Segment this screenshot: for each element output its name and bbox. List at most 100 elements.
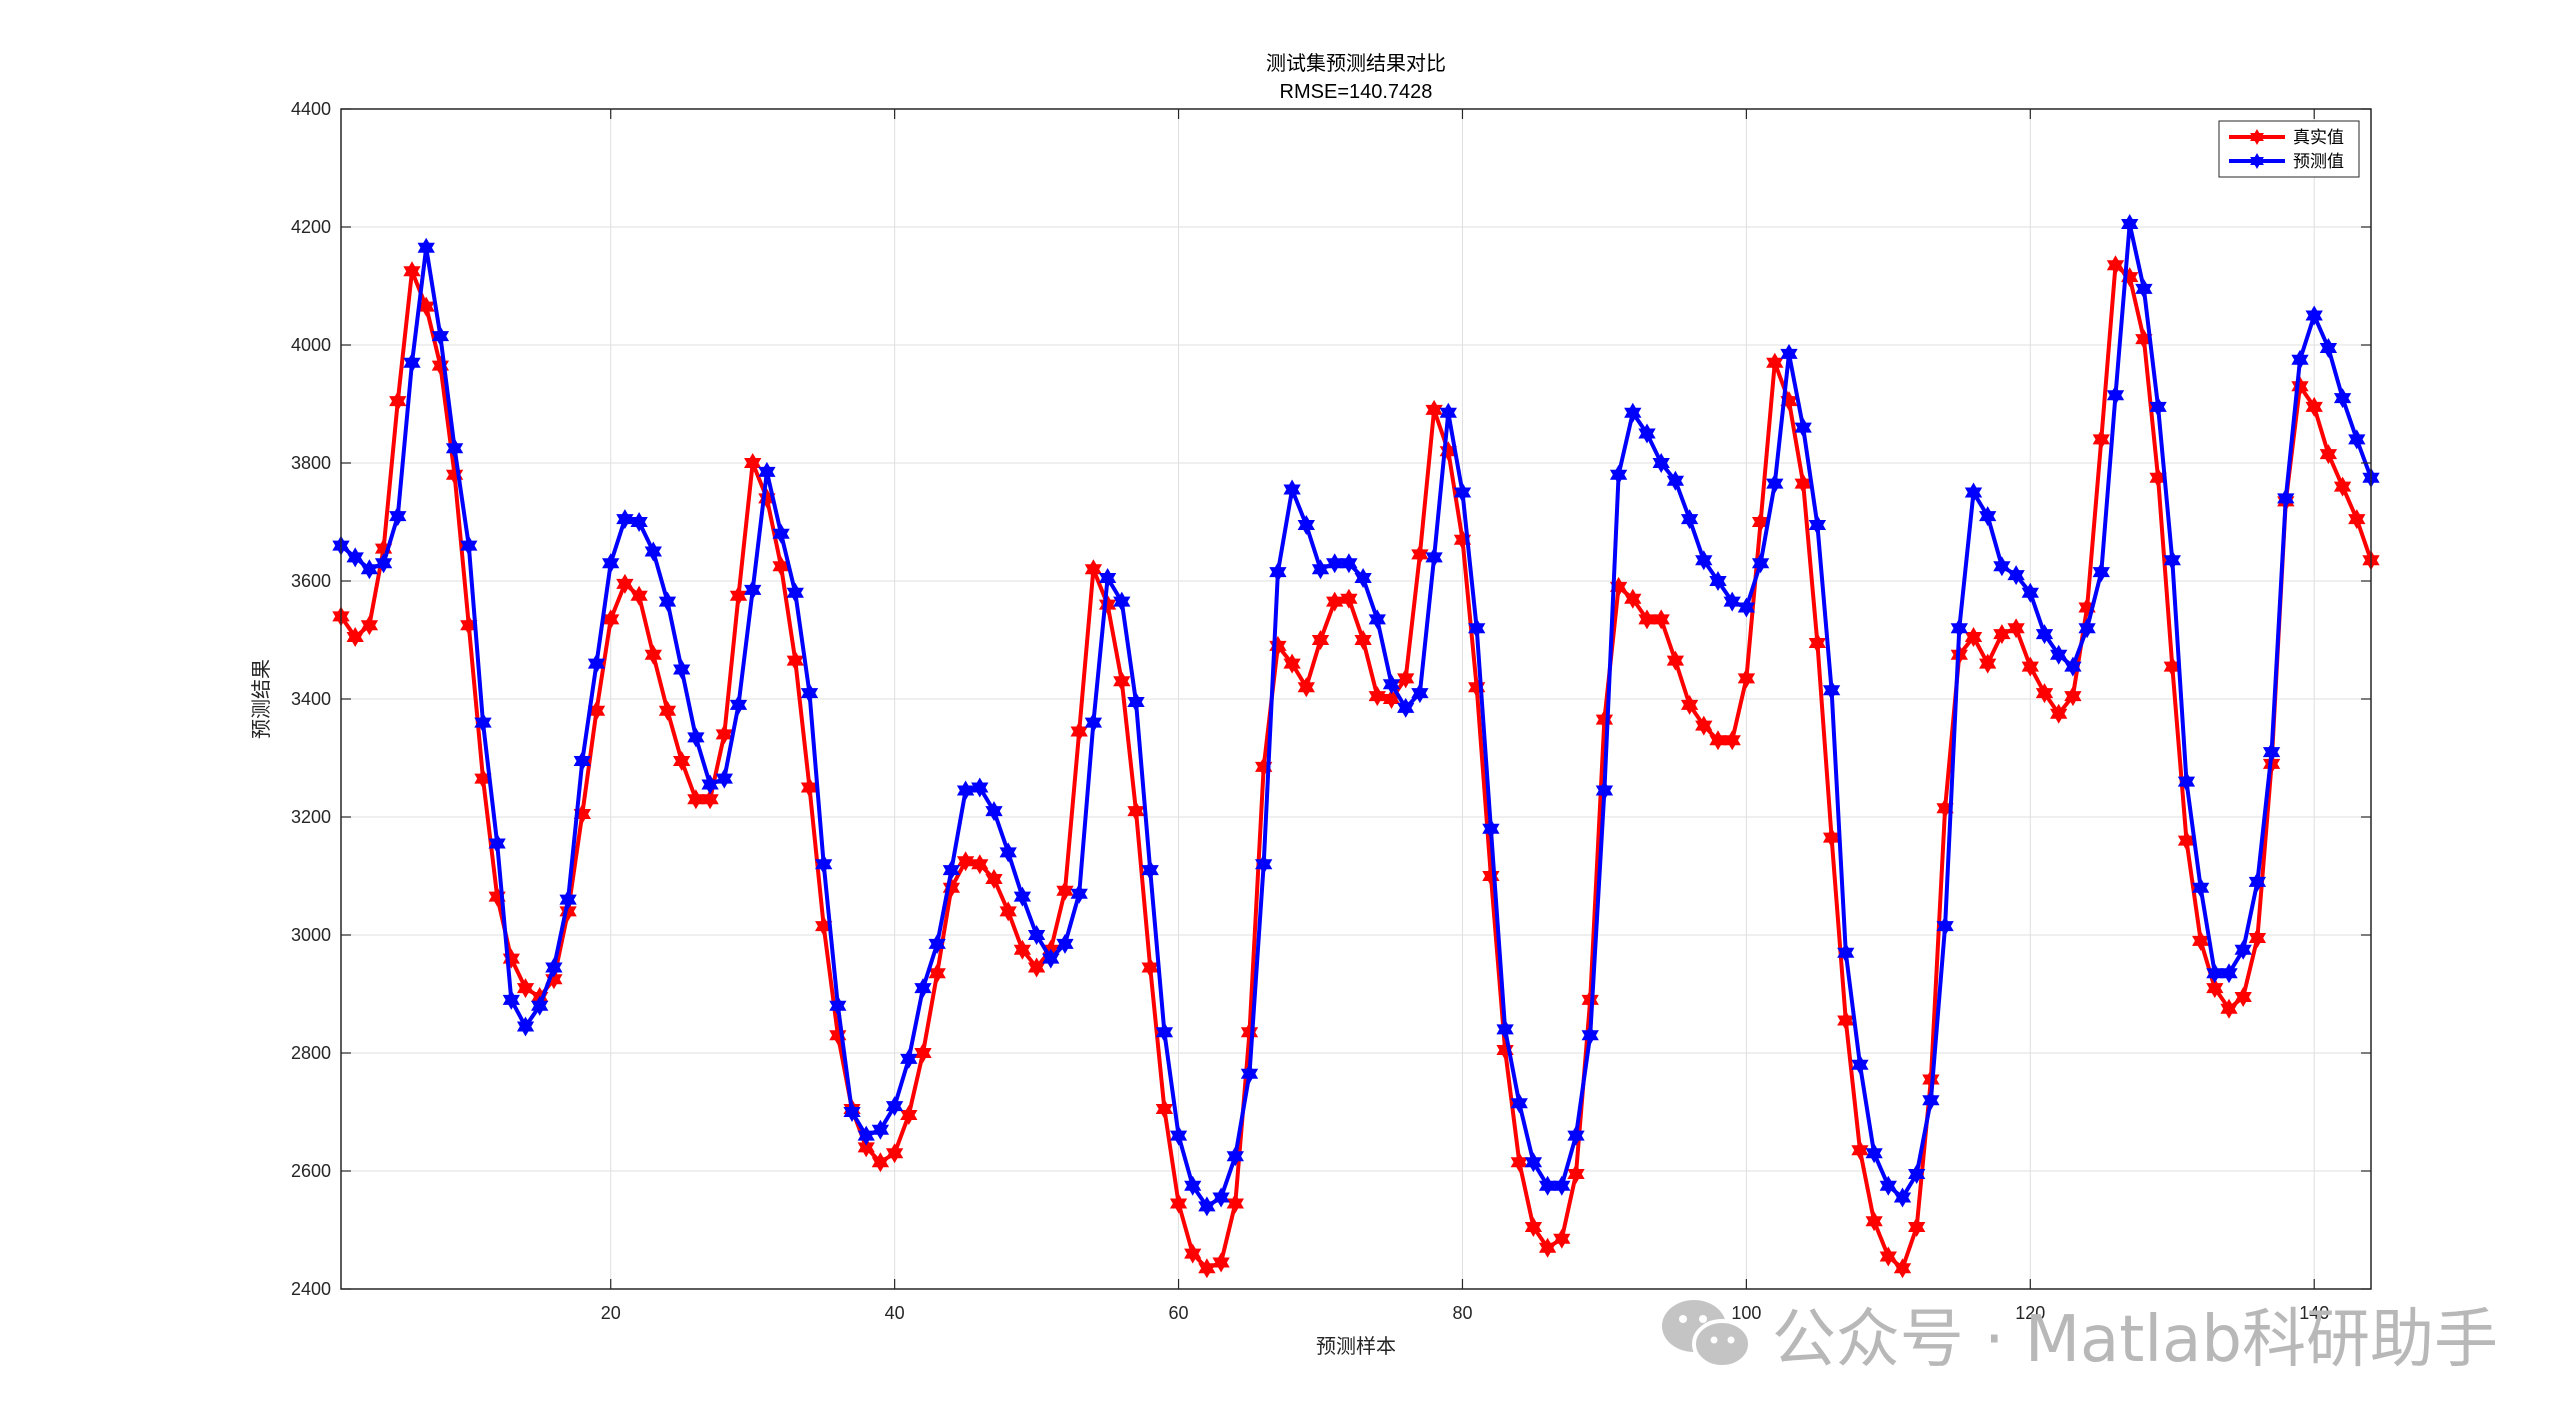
marker-triangle — [2333, 481, 2352, 497]
data-point — [1297, 515, 1315, 535]
data-point — [1851, 1054, 1869, 1075]
marker-triangle — [1198, 1201, 1216, 1217]
data-point — [488, 833, 506, 854]
data-point — [2234, 987, 2252, 1007]
data-point — [2305, 396, 2323, 417]
data-point — [1851, 1140, 1869, 1161]
data-point — [1226, 1146, 1244, 1167]
data-point — [1368, 609, 1386, 630]
marker-triangle — [2106, 390, 2125, 406]
marker-triangle — [1354, 635, 1372, 650]
marker-triangle — [999, 847, 1017, 863]
y-axis-label: 预测结果 — [249, 659, 273, 739]
marker-triangle — [1908, 1169, 1926, 1184]
data-point — [1269, 562, 1287, 583]
data-point — [587, 653, 606, 674]
marker-triangle — [488, 838, 506, 854]
x-tick-label: 100 — [1731, 1303, 1761, 1323]
marker-triangle — [2092, 434, 2110, 450]
data-point — [1666, 470, 1685, 491]
marker-triangle — [2007, 623, 2025, 639]
data-point — [389, 391, 407, 412]
marker-triangle — [1553, 1233, 1571, 1249]
data-point — [1042, 948, 1060, 969]
data-point — [786, 582, 804, 603]
marker-triangle — [985, 874, 1003, 889]
marker-triangle — [1822, 832, 1841, 848]
marker-triangle — [2163, 661, 2181, 677]
data-point — [2277, 488, 2295, 509]
data-point — [1822, 827, 1841, 848]
data-point — [1737, 597, 1756, 618]
marker-triangle — [2305, 310, 2323, 326]
marker-triangle — [1979, 511, 1997, 527]
data-point — [1453, 482, 1472, 503]
marker-triangle — [1993, 561, 2011, 577]
y-tick-label: 2800 — [291, 1043, 331, 1063]
marker-triangle — [729, 590, 748, 606]
marker-triangle — [857, 1130, 875, 1146]
data-point — [1595, 780, 1614, 801]
data-point — [1326, 553, 1344, 574]
marker-triangle — [559, 894, 577, 910]
data-point — [1865, 1211, 1883, 1232]
data-point — [701, 774, 719, 795]
marker-triangle — [1680, 514, 1699, 530]
marker-triangle — [1879, 1180, 1897, 1196]
data-point — [1468, 618, 1486, 639]
marker-triangle — [1013, 891, 1032, 907]
data-point — [1113, 591, 1131, 612]
data-point — [2262, 742, 2281, 763]
data-point — [2121, 214, 2139, 234]
data-point — [346, 547, 364, 568]
chart-title: 测试集预测结果对比 — [1266, 51, 1446, 75]
marker-triangle — [999, 906, 1017, 922]
y-tick-label: 3200 — [291, 807, 331, 827]
marker-triangle — [658, 596, 677, 612]
marker-triangle — [2262, 747, 2281, 763]
marker-triangle — [2206, 983, 2224, 999]
marker-triangle — [1652, 458, 1670, 473]
data-point — [1510, 1093, 1528, 1114]
data-point — [2035, 624, 2054, 645]
marker-triangle — [1567, 1130, 1585, 1146]
marker-triangle — [914, 1048, 932, 1063]
data-point — [1354, 630, 1372, 650]
marker-triangle — [616, 514, 634, 530]
marker-triangle — [1042, 953, 1060, 969]
data-point — [2206, 978, 2224, 999]
data-point — [474, 712, 492, 733]
marker-triangle — [1283, 658, 1301, 674]
marker-triangle — [1084, 717, 1103, 733]
data-point — [658, 700, 677, 721]
marker-triangle — [1893, 1263, 1912, 1279]
data-point — [559, 889, 577, 910]
data-point — [928, 933, 946, 954]
marker-triangle — [1979, 658, 1997, 674]
x-tick-label: 20 — [601, 1303, 621, 1323]
data-point — [1240, 1022, 1259, 1043]
marker-triangle — [1595, 785, 1614, 801]
data-point — [829, 995, 847, 1016]
marker-triangle — [1311, 564, 1330, 580]
marker-triangle — [1510, 1157, 1528, 1173]
data-point — [914, 1043, 932, 1063]
data-point — [474, 768, 492, 789]
marker-triangle — [531, 1000, 549, 1016]
marker-triangle — [2348, 434, 2366, 450]
data-point — [2192, 930, 2210, 951]
data-point — [800, 777, 819, 798]
data-point — [815, 916, 833, 937]
marker-triangle — [1198, 1263, 1216, 1279]
marker-triangle — [644, 649, 662, 665]
marker-triangle — [871, 1124, 890, 1140]
data-point — [630, 512, 648, 532]
y-tick-label: 3800 — [291, 453, 331, 473]
marker-triangle — [2035, 688, 2054, 704]
marker-triangle — [1794, 478, 1812, 494]
data-point — [928, 963, 946, 984]
marker-triangle — [2192, 882, 2210, 898]
data-point — [687, 727, 705, 748]
data-point — [1993, 624, 2011, 645]
marker-triangle — [2149, 472, 2167, 488]
